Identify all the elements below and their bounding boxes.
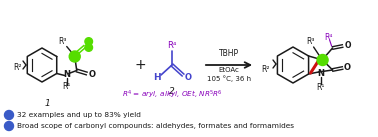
- Text: R¹: R¹: [316, 82, 325, 92]
- Text: +: +: [134, 58, 146, 72]
- Circle shape: [69, 51, 80, 62]
- Circle shape: [85, 44, 93, 51]
- Text: R⁴: R⁴: [324, 32, 333, 42]
- Circle shape: [5, 122, 14, 131]
- Text: O: O: [184, 72, 192, 82]
- Text: 105 °C, 36 h: 105 °C, 36 h: [207, 76, 251, 82]
- Text: O: O: [344, 41, 351, 49]
- Text: 32 examples and up to 83% yield: 32 examples and up to 83% yield: [17, 112, 141, 118]
- Text: R⁴: R⁴: [167, 42, 177, 51]
- Text: R³: R³: [306, 38, 315, 46]
- Text: EtOAc: EtOAc: [218, 67, 239, 73]
- Text: Broad scope of carbonyl compounds: aldehydes, formates and formamides: Broad scope of carbonyl compounds: aldeh…: [17, 123, 294, 129]
- Text: R²: R²: [262, 65, 270, 75]
- Text: R$^4$ = aryl, alkyl, OEt, NR$^5$R$^6$: R$^4$ = aryl, alkyl, OEt, NR$^5$R$^6$: [122, 89, 222, 101]
- Text: 2: 2: [169, 86, 175, 95]
- Text: R³: R³: [59, 37, 67, 46]
- Circle shape: [85, 38, 93, 45]
- Text: N: N: [317, 69, 324, 79]
- Text: 1: 1: [44, 99, 50, 108]
- Text: R²: R²: [14, 62, 22, 72]
- Text: O: O: [344, 62, 351, 72]
- Text: TBHP: TBHP: [219, 49, 239, 58]
- Text: O: O: [88, 70, 95, 79]
- Text: H: H: [153, 72, 161, 82]
- Text: N: N: [63, 70, 70, 79]
- Circle shape: [317, 55, 328, 65]
- Circle shape: [5, 111, 14, 119]
- Text: R¹: R¹: [62, 82, 71, 91]
